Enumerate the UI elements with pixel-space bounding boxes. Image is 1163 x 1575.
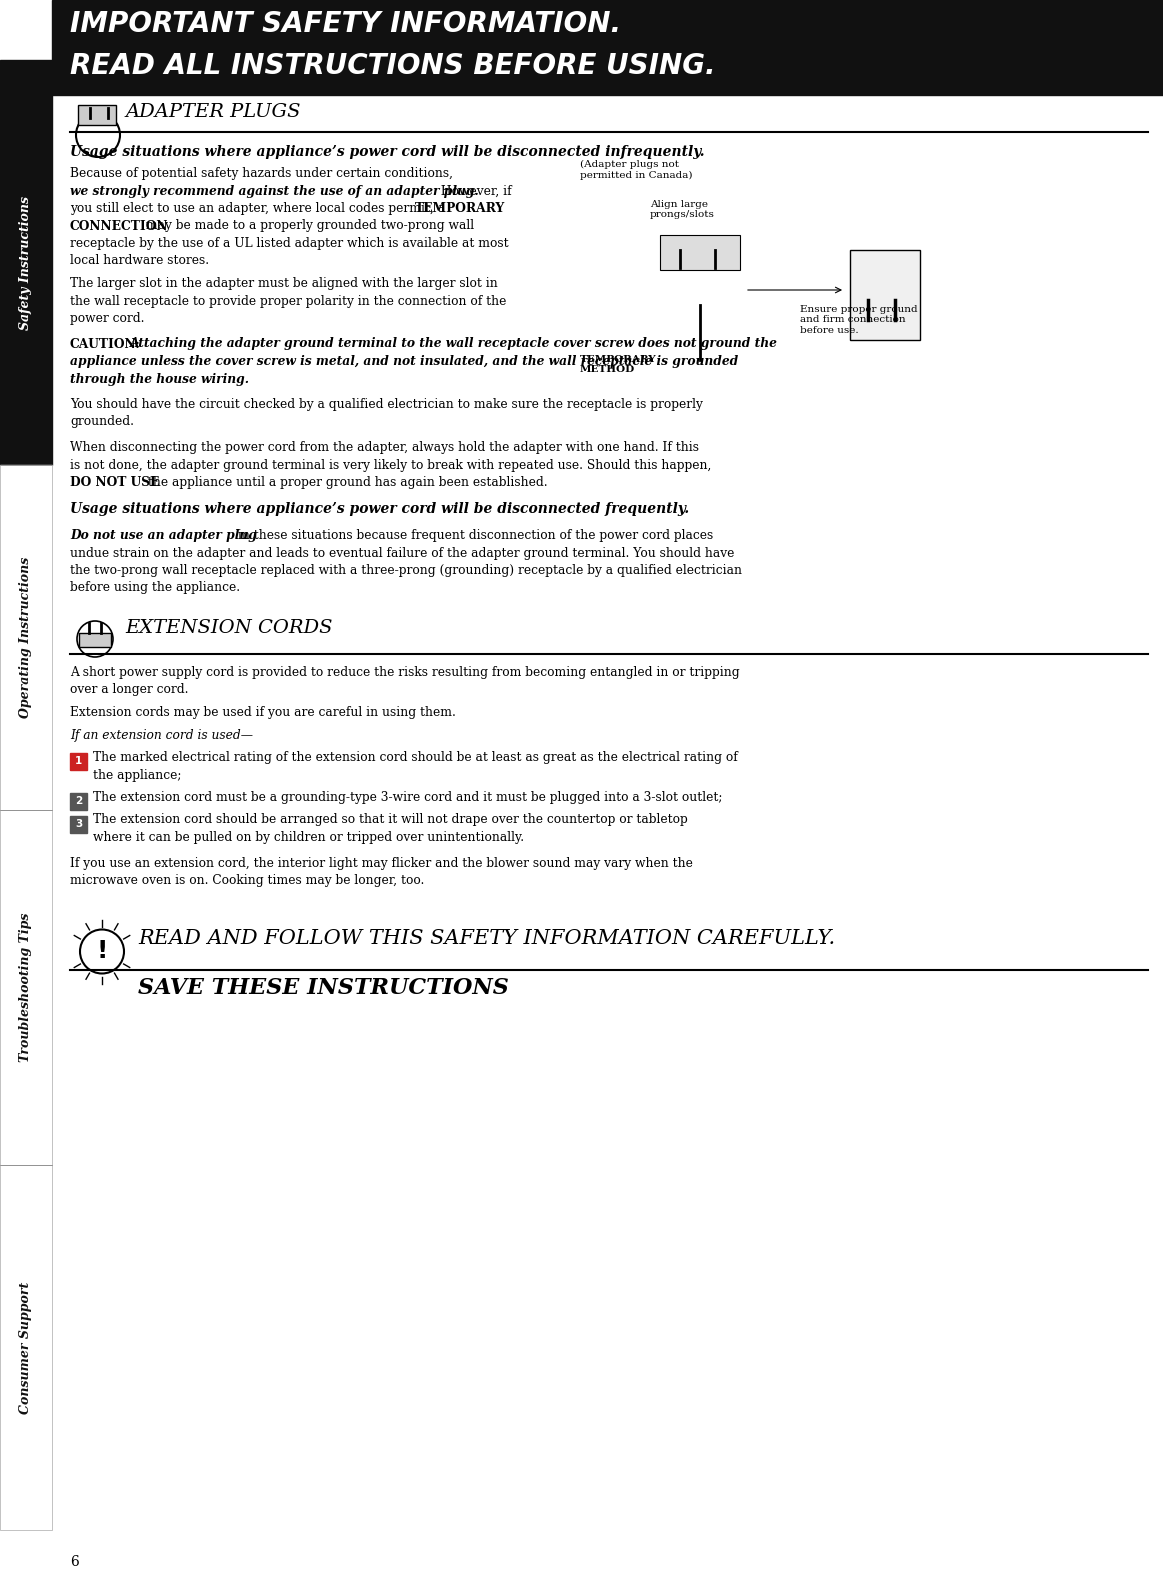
Circle shape [80,929,124,973]
Text: If you use an extension cord, the interior light may flicker and the blower soun: If you use an extension cord, the interi… [70,857,693,869]
Text: DO NOT USE: DO NOT USE [70,476,159,488]
Text: Troubleshooting Tips: Troubleshooting Tips [20,913,33,1062]
Text: If an extension cord is used—: If an extension cord is used— [70,729,254,742]
Text: You should have the circuit checked by a qualified electrician to make sure the : You should have the circuit checked by a… [70,398,702,411]
Bar [0,810,52,1166]
Text: TEMPORARY
METHOD: TEMPORARY METHOD [580,354,657,375]
Bar [0,60,52,465]
Text: power cord.: power cord. [70,312,144,324]
Bar [70,753,87,770]
Text: undue strain on the adapter and leads to eventual failure of the adapter ground : undue strain on the adapter and leads to… [70,547,734,559]
Bar [0,465,52,810]
Text: Consumer Support: Consumer Support [20,1282,33,1414]
Text: ADAPTER PLUGS: ADAPTER PLUGS [124,102,300,121]
Text: the appliance until a proper ground has again been established.: the appliance until a proper ground has … [144,476,548,488]
Text: Extension cords may be used if you are careful in using them.: Extension cords may be used if you are c… [70,706,456,720]
Text: However, if: However, if [437,184,512,197]
Text: Attaching the adapter ground terminal to the wall receptacle cover screw does no: Attaching the adapter ground terminal to… [130,337,778,351]
Text: IMPORTANT SAFETY INFORMATION.: IMPORTANT SAFETY INFORMATION. [70,9,621,38]
Bar [0,1166,52,1529]
Text: local hardware stores.: local hardware stores. [70,255,209,268]
Text: The marked electrical rating of the extension cord should be at least as great a: The marked electrical rating of the exte… [93,751,737,764]
Bar [0,465,52,810]
Text: 6: 6 [70,1555,79,1569]
Bar [0,810,52,1166]
Text: The extension cord should be arranged so that it will not drape over the counter: The extension cord should be arranged so… [93,814,687,827]
Text: (Adapter plugs not
permitted in Canada): (Adapter plugs not permitted in Canada) [580,161,692,180]
Text: Safety Instructions: Safety Instructions [20,195,33,329]
Text: 2: 2 [74,797,83,806]
Text: the two-prong wall receptacle replaced with a three-prong (grounding) receptacle: the two-prong wall receptacle replaced w… [70,564,742,576]
Text: before using the appliance.: before using the appliance. [70,581,240,594]
Text: through the house wiring.: through the house wiring. [70,373,249,386]
Bar [78,106,116,124]
Text: Ensure proper ground
and firm connection
before use.: Ensure proper ground and firm connection… [800,306,918,335]
Text: A short power supply cord is provided to reduce the risks resulting from becomin: A short power supply cord is provided to… [70,666,740,679]
Text: we strongly recommend against the use of an adapter plug.: we strongly recommend against the use of… [70,184,479,197]
Text: over a longer cord.: over a longer cord. [70,684,188,696]
Text: CONNECTION: CONNECTION [70,219,169,233]
Text: 3: 3 [74,819,83,828]
Text: grounded.: grounded. [70,416,134,428]
Text: TEMPORARY: TEMPORARY [415,202,505,216]
Text: SAVE THESE INSTRUCTIONS: SAVE THESE INSTRUCTIONS [138,978,509,1000]
Bar [70,816,87,833]
Text: READ ALL INSTRUCTIONS BEFORE USING.: READ ALL INSTRUCTIONS BEFORE USING. [70,52,715,80]
Bar [0,1166,52,1529]
Text: appliance unless the cover screw is metal, and not insulated, and the wall recep: appliance unless the cover screw is meta… [70,354,739,369]
Text: EXTENSION CORDS: EXTENSION CORDS [124,619,333,636]
Text: READ AND FOLLOW THIS SAFETY INFORMATION CAREFULLY.: READ AND FOLLOW THIS SAFETY INFORMATION … [138,929,835,948]
Text: Usage situations where appliance’s power cord will be disconnected frequently.: Usage situations where appliance’s power… [70,501,690,515]
Text: Operating Instructions: Operating Instructions [20,558,33,718]
Text: may be made to a properly grounded two-prong wall: may be made to a properly grounded two-p… [142,219,475,233]
Text: the appliance;: the appliance; [93,769,181,781]
Text: 1: 1 [74,756,83,767]
Text: receptacle by the use of a UL listed adapter which is available at most: receptacle by the use of a UL listed ada… [70,236,508,250]
Text: microwave oven is on. Cooking times may be longer, too.: microwave oven is on. Cooking times may … [70,874,424,887]
Text: Align large
prongs/slots: Align large prongs/slots [650,200,715,219]
Text: in these situations because frequent disconnection of the power cord places: in these situations because frequent dis… [234,529,713,542]
Text: Usage situations where appliance’s power cord will be disconnected infrequently.: Usage situations where appliance’s power… [70,145,705,159]
Bar [79,633,110,647]
Text: where it can be pulled on by children or tripped over unintentionally.: where it can be pulled on by children or… [93,832,525,844]
Text: The extension cord must be a grounding-type 3-wire cord and it must be plugged i: The extension cord must be a grounding-t… [93,791,722,803]
Bar [659,235,740,269]
Text: CAUTION:: CAUTION: [70,337,141,351]
Text: Do not use an adapter plug: Do not use an adapter plug [70,529,257,542]
Text: the wall receptacle to provide proper polarity in the connection of the: the wall receptacle to provide proper po… [70,295,506,307]
Text: is not done, the adapter ground terminal is very likely to break with repeated u: is not done, the adapter ground terminal… [70,458,712,471]
Text: The larger slot in the adapter must be aligned with the larger slot in: The larger slot in the adapter must be a… [70,277,498,290]
Text: Because of potential safety hazards under certain conditions,: Because of potential safety hazards unde… [70,167,454,180]
Bar [850,250,920,340]
Text: !: ! [97,940,108,964]
Text: you still elect to use an adapter, where local codes permit, a: you still elect to use an adapter, where… [70,202,449,216]
Bar [70,792,87,810]
Bar [52,0,1163,94]
Text: When disconnecting the power cord from the adapter, always hold the adapter with: When disconnecting the power cord from t… [70,441,699,454]
